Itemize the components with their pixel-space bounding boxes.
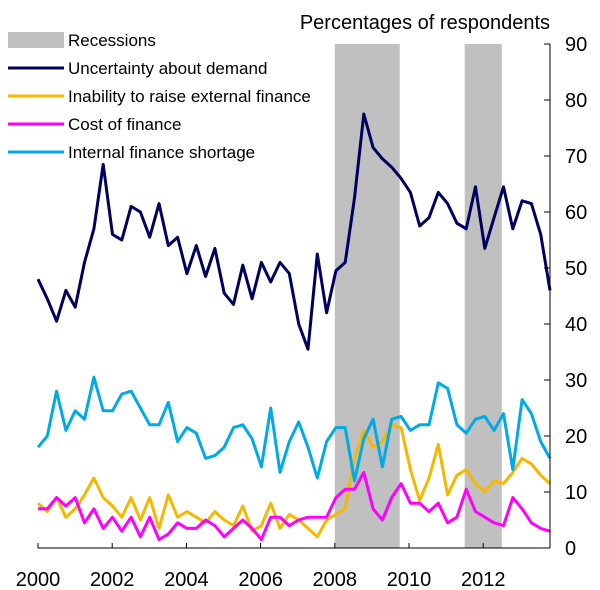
series-line-3 [38, 470, 551, 542]
legend-label: Recessions [68, 31, 156, 50]
series-line-1 [36, 112, 552, 351]
recession-band-1 [334, 44, 400, 548]
y-tick-label: 70 [565, 146, 587, 168]
legend-label: Inability to raise external finance [68, 87, 311, 106]
y-tick-label: 90 [565, 34, 587, 56]
series-lines [36, 112, 552, 542]
y-tick-label: 20 [565, 426, 587, 448]
x-tick-label: 2008 [313, 569, 358, 590]
x-tick-label: 2002 [90, 569, 135, 590]
y-axis-title: Percentages of respondents [300, 12, 550, 34]
legend: Recessions Uncertainty about demand Inabil… [8, 31, 311, 162]
legend-label: Uncertainty about demand [68, 59, 267, 78]
x-tick-label: 2010 [387, 569, 432, 590]
ticks: 2000 2002 2004 2006 2008 2010 2012 0 10 20 30 40 50 6… [16, 34, 588, 590]
legend-label: Internal finance shortage [68, 143, 255, 162]
x-tick-label: 2012 [461, 569, 506, 590]
y-tick-label: 80 [565, 90, 587, 112]
x-tick-label: 2000 [16, 569, 61, 590]
y-tick-label: 10 [565, 482, 587, 504]
x-tick-label: 2004 [164, 569, 209, 590]
y-tick-label: 0 [565, 538, 576, 560]
recession-band-2 [464, 44, 502, 548]
x-tick-label: 2006 [238, 569, 283, 590]
y-tick-label: 50 [565, 258, 587, 280]
recession-bands [334, 44, 502, 548]
legend-label: Cost of finance [68, 115, 181, 134]
legend-swatch-recessions [8, 32, 64, 48]
series-line-2 [36, 423, 552, 539]
y-tick-label: 30 [565, 370, 587, 392]
y-tick-label: 60 [565, 202, 587, 224]
series-line-4 [36, 375, 552, 483]
axes [38, 44, 551, 549]
y-tick-label: 40 [565, 314, 587, 336]
